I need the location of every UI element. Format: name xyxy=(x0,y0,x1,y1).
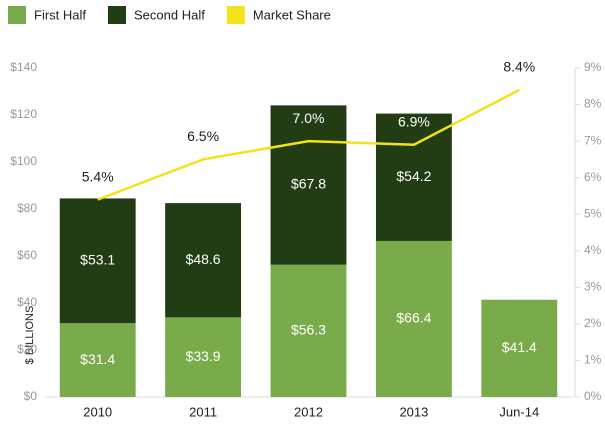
y-tick-label: $40 xyxy=(17,295,37,309)
bar-value-label: $31.4 xyxy=(80,351,115,367)
bar-segment xyxy=(270,105,347,265)
bar-value-label: $41.4 xyxy=(502,339,537,355)
y2-tick-label: 9% xyxy=(584,60,602,74)
bar-value-label: $56.3 xyxy=(291,322,326,338)
bar-value-label: $48.6 xyxy=(186,251,221,267)
y-tick-label: $100 xyxy=(10,154,37,168)
x-tick-label: Jun-14 xyxy=(499,404,539,419)
legend-swatch xyxy=(226,6,245,24)
y-tick-label: $0 xyxy=(24,389,38,403)
legend-label: Second Half xyxy=(134,7,205,22)
line-value-label: 6.5% xyxy=(187,128,219,144)
bar-segment xyxy=(481,299,558,397)
y2-tick-label: 4% xyxy=(584,243,602,257)
bar-segment xyxy=(375,240,452,397)
y-tick-label: $120 xyxy=(10,107,37,121)
bar-value-label: $53.1 xyxy=(80,252,115,268)
y2-tick-label: 3% xyxy=(584,280,602,294)
bar-segment xyxy=(165,203,242,318)
bar-value-label: $66.4 xyxy=(396,310,431,326)
bar-value-label: $33.9 xyxy=(186,348,221,364)
x-tick-label: 2011 xyxy=(189,404,217,419)
bar-segment xyxy=(270,264,347,397)
y2-tick-label: 7% xyxy=(584,133,602,147)
x-tick-label: 2013 xyxy=(399,404,428,419)
line xyxy=(97,88,520,201)
y-tick-label: $20 xyxy=(17,342,37,356)
y-tick-label: $60 xyxy=(17,248,37,262)
y2-tick-label: 5% xyxy=(584,206,602,220)
line-value-label: 5.4% xyxy=(82,168,114,184)
legend-swatch xyxy=(8,6,26,24)
x-tick-label: 2012 xyxy=(294,404,323,419)
y-tick-label: $80 xyxy=(17,201,37,215)
line-value-label: 8.4% xyxy=(503,59,535,75)
bar-segment xyxy=(375,113,452,241)
y2-tick-label: 8% xyxy=(584,97,602,111)
bar-segment xyxy=(165,317,242,397)
y2-tick-label: 0% xyxy=(584,389,602,403)
y-tick-label: $140 xyxy=(10,60,37,74)
x-tick-label: 2010 xyxy=(83,404,112,419)
bar-value-label: $67.8 xyxy=(291,176,326,192)
y2-tick-label: 2% xyxy=(584,316,602,330)
y2-tick-label: 1% xyxy=(584,353,602,367)
bar-segment xyxy=(59,323,136,397)
bar-value-label: $54.2 xyxy=(396,168,431,184)
line-value-label: 6.9% xyxy=(398,113,430,129)
line-value-label: 7.0% xyxy=(293,110,325,126)
legend-swatch xyxy=(108,6,126,24)
legend-label: Market Share xyxy=(253,7,331,22)
y-axis-label: $ BILLIONS xyxy=(24,306,36,365)
y2-tick-label: 6% xyxy=(584,170,602,184)
bar-segment xyxy=(59,198,136,324)
legend-label: First Half xyxy=(34,7,86,22)
